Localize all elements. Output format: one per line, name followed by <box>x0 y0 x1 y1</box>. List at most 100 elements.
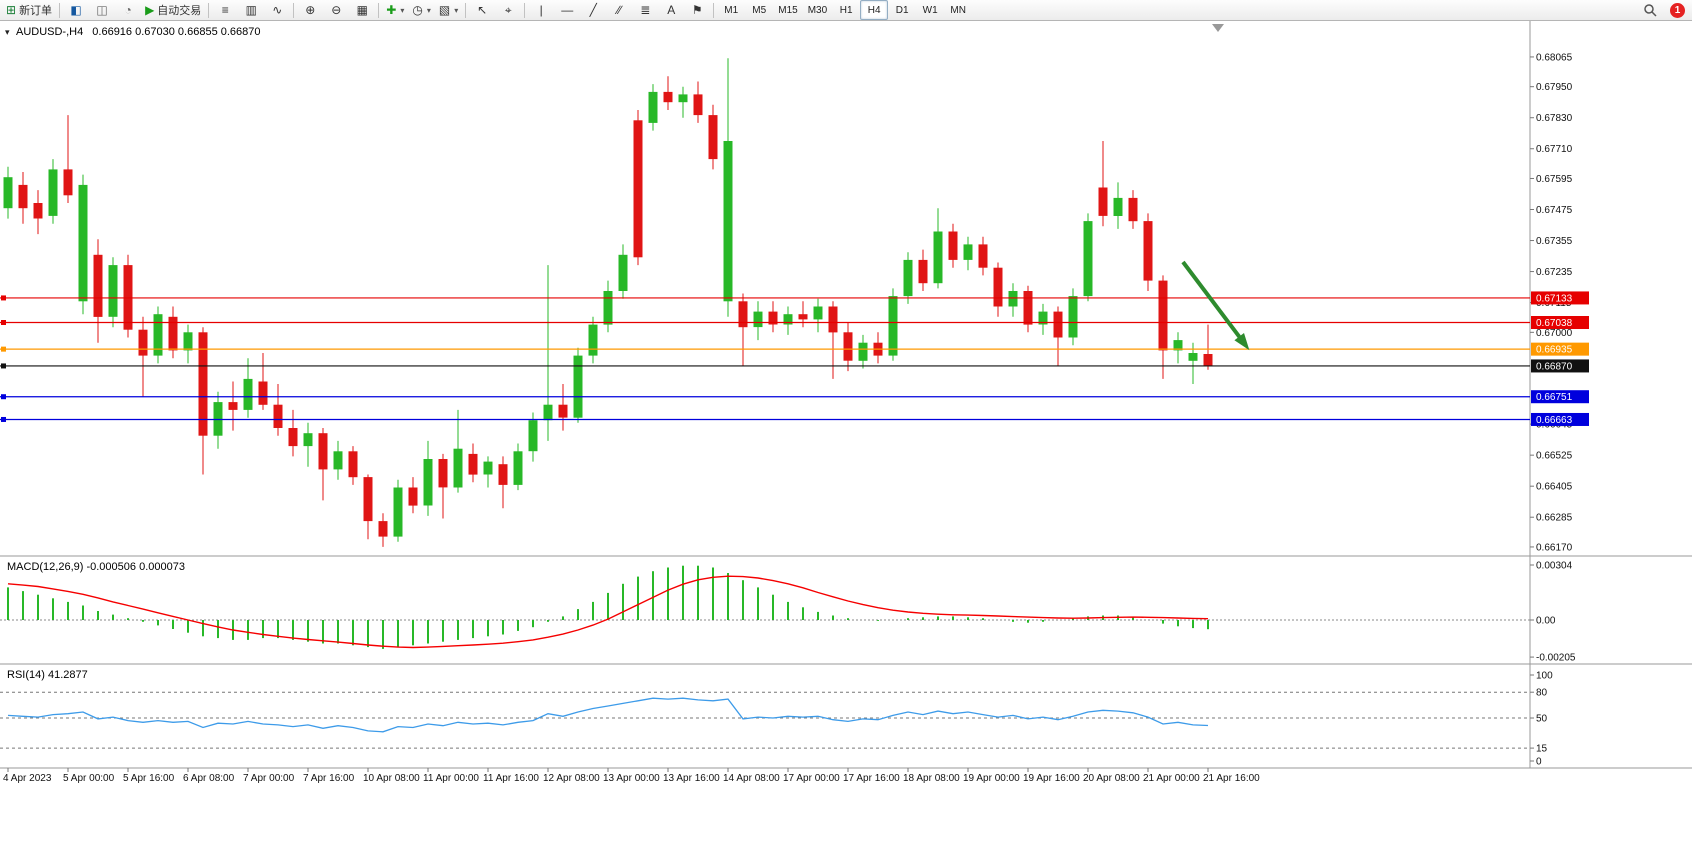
chart-collapse-icon[interactable]: ▾ <box>5 27 10 37</box>
svg-text:19 Apr 16:00: 19 Apr 16:00 <box>1023 773 1080 784</box>
fibonacci-button[interactable]: ≣ <box>632 0 658 20</box>
periods-button[interactable]: ◷ ▾ <box>408 0 435 20</box>
templates-icon: ▧ <box>438 3 451 17</box>
equidistant-channel-button[interactable]: ∕∕ <box>606 0 632 20</box>
timeframe-h1-button[interactable]: H1 <box>839 4 853 16</box>
dropdown-caret-icon: ▾ <box>400 5 405 15</box>
dropdown-caret-icon: ▾ <box>426 5 431 15</box>
svg-text:6 Apr 08:00: 6 Apr 08:00 <box>183 773 235 784</box>
arrows-button[interactable]: ⚑ <box>684 0 710 20</box>
periods-icon: ◷ <box>412 3 423 17</box>
auto-trading-icon: ▶ <box>145 3 155 17</box>
chart-ohlc-values: 0.66916 0.67030 0.66855 0.66870 <box>92 26 261 38</box>
notification-badge[interactable]: 1 <box>1670 2 1685 18</box>
chart-shift-marker <box>1212 24 1224 32</box>
svg-text:0.66285: 0.66285 <box>1536 513 1573 524</box>
timeframe-h4-button[interactable]: H4 <box>860 0 889 20</box>
svg-text:-0.00205: -0.00205 <box>1536 653 1576 664</box>
svg-text:19 Apr 00:00: 19 Apr 00:00 <box>963 773 1020 784</box>
search-button[interactable] <box>1637 0 1663 20</box>
toolbar: ⊞ 新订单 ◧ ◫ ◔ ▶ 自动交易 ≡ ▥ ∿ ⊕ ⊖ ▦ ✚ ▾ ◷ ▾ ▧ ▾ ↖ ⌖ | — ╱ ∕∕ ≣ A ⚑ M1 M5 M1… <box>0 0 1692 21</box>
svg-text:0.00304: 0.00304 <box>1536 561 1573 572</box>
templates-button[interactable]: ▧ ▾ <box>435 0 462 20</box>
new-chart-button[interactable]: ◧ <box>63 0 89 20</box>
svg-text:7 Apr 16:00: 7 Apr 16:00 <box>303 773 355 784</box>
timeframe-m5-button[interactable]: M5 <box>752 4 767 16</box>
strategy-tester-button[interactable]: ◔ <box>115 0 141 20</box>
line-chart-button[interactable]: ∿ <box>264 0 290 20</box>
vertical-line-icon: | <box>539 3 543 17</box>
timeframe-m1-button[interactable]: M1 <box>724 4 739 16</box>
chart-title-row: ▾ AUDUSD-,H4 0.66916 0.67030 0.66855 0.6… <box>5 26 261 38</box>
toolbar-separator <box>293 2 295 18</box>
svg-text:13 Apr 00:00: 13 Apr 00:00 <box>603 773 660 784</box>
svg-text:0.67830: 0.67830 <box>1536 113 1573 124</box>
hline-objects[interactable]: 0.67133 0.67038 0.66935 0.66870 0.66751 0.666… <box>0 291 1589 426</box>
cursor-button[interactable]: ↖ <box>469 0 495 20</box>
candles-layer <box>3 58 1213 547</box>
timeframe-w1-button[interactable]: W1 <box>922 4 938 16</box>
svg-text:0.68065: 0.68065 <box>1536 52 1573 63</box>
auto-trading-button[interactable]: ▶ 自动交易 <box>141 0 205 20</box>
svg-text:7 Apr 00:00: 7 Apr 00:00 <box>243 773 295 784</box>
text-button[interactable]: A <box>658 0 684 20</box>
zoom-out-button[interactable]: ⊖ <box>323 0 349 20</box>
svg-text:80: 80 <box>1536 688 1548 699</box>
new-order-button[interactable]: ⊞ 新订单 <box>2 0 56 20</box>
horizontal-line-button[interactable]: — <box>554 0 580 20</box>
svg-text:0.66870: 0.66870 <box>1536 361 1573 372</box>
macd-panel: 0.00304 0.00 -0.00205 <box>0 561 1576 664</box>
svg-text:13 Apr 16:00: 13 Apr 16:00 <box>663 773 720 784</box>
svg-text:0.67235: 0.67235 <box>1536 267 1573 278</box>
chart-area[interactable]: 0.00304 0.00 -0.00205 100 80 50 15 0 0.68065 0.67… <box>0 21 1692 850</box>
new-chart-icon: ◧ <box>70 3 82 17</box>
svg-text:0.66525: 0.66525 <box>1536 451 1573 462</box>
svg-text:100: 100 <box>1536 671 1553 682</box>
crosshair-button[interactable]: ⌖ <box>495 0 521 20</box>
svg-text:5 Apr 00:00: 5 Apr 00:00 <box>63 773 115 784</box>
svg-text:0.00: 0.00 <box>1536 616 1556 627</box>
new-order-button-label: 新订单 <box>19 5 53 17</box>
timeframe-mn-button[interactable]: MN <box>950 4 966 16</box>
timeframe-m30-button[interactable]: M30 <box>807 4 828 16</box>
svg-text:4 Apr 2023: 4 Apr 2023 <box>3 773 52 784</box>
zoom-in-icon: ⊕ <box>305 3 316 17</box>
svg-text:21 Apr 00:00: 21 Apr 00:00 <box>1143 773 1200 784</box>
strategy-tester-icon: ◔ <box>124 3 132 17</box>
svg-text:50: 50 <box>1536 714 1548 725</box>
bar-chart-button[interactable]: ≡ <box>212 0 238 20</box>
svg-text:0.66663: 0.66663 <box>1536 415 1573 426</box>
rsi-label: RSI(14) 41.2877 <box>7 669 88 681</box>
toolbar-right: 1 <box>1637 0 1690 20</box>
profiles-button[interactable]: ◫ <box>89 0 115 20</box>
price-chart-svg[interactable]: 0.00304 0.00 -0.00205 100 80 50 15 0 0.68065 0.67… <box>0 21 1692 850</box>
svg-text:0.66751: 0.66751 <box>1536 392 1573 403</box>
trend-arrow[interactable] <box>1181 260 1250 351</box>
tile-windows-icon: ▦ <box>356 3 368 17</box>
svg-text:0.66170: 0.66170 <box>1536 542 1573 553</box>
svg-text:0.67355: 0.67355 <box>1536 236 1573 247</box>
svg-text:17 Apr 00:00: 17 Apr 00:00 <box>783 773 840 784</box>
timeframe-d1-button[interactable]: D1 <box>895 4 909 16</box>
tile-windows-button[interactable]: ▦ <box>349 0 375 20</box>
candlestick-chart-button[interactable]: ▥ <box>238 0 264 20</box>
time-axis: 4 Apr 2023 5 Apr 00:00 5 Apr 16:00 6 Apr 08… <box>3 768 1260 784</box>
cursor-icon: ↖ <box>477 3 488 17</box>
indicators-icon: ✚ <box>386 3 397 17</box>
zoom-in-button[interactable]: ⊕ <box>297 0 323 20</box>
svg-text:21 Apr 16:00: 21 Apr 16:00 <box>1203 773 1260 784</box>
trendline-button[interactable]: ╱ <box>580 0 606 20</box>
timeframe-m15-button[interactable]: M15 <box>778 4 798 16</box>
vertical-line-button[interactable]: | <box>528 0 554 20</box>
svg-text:0.67950: 0.67950 <box>1536 82 1573 93</box>
svg-text:12 Apr 08:00: 12 Apr 08:00 <box>543 773 600 784</box>
rsi-panel: 100 80 50 15 0 <box>0 671 1553 768</box>
svg-text:0.66405: 0.66405 <box>1536 482 1573 493</box>
svg-text:11 Apr 16:00: 11 Apr 16:00 <box>483 773 539 784</box>
fibonacci-icon: ≣ <box>640 3 651 17</box>
svg-text:10 Apr 08:00: 10 Apr 08:00 <box>363 773 420 784</box>
indicators-button[interactable]: ✚ ▾ <box>382 0 408 20</box>
macd-label: MACD(12,26,9) -0.000506 0.000073 <box>7 561 185 573</box>
svg-text:0: 0 <box>1536 757 1542 768</box>
svg-text:5 Apr 16:00: 5 Apr 16:00 <box>123 773 175 784</box>
